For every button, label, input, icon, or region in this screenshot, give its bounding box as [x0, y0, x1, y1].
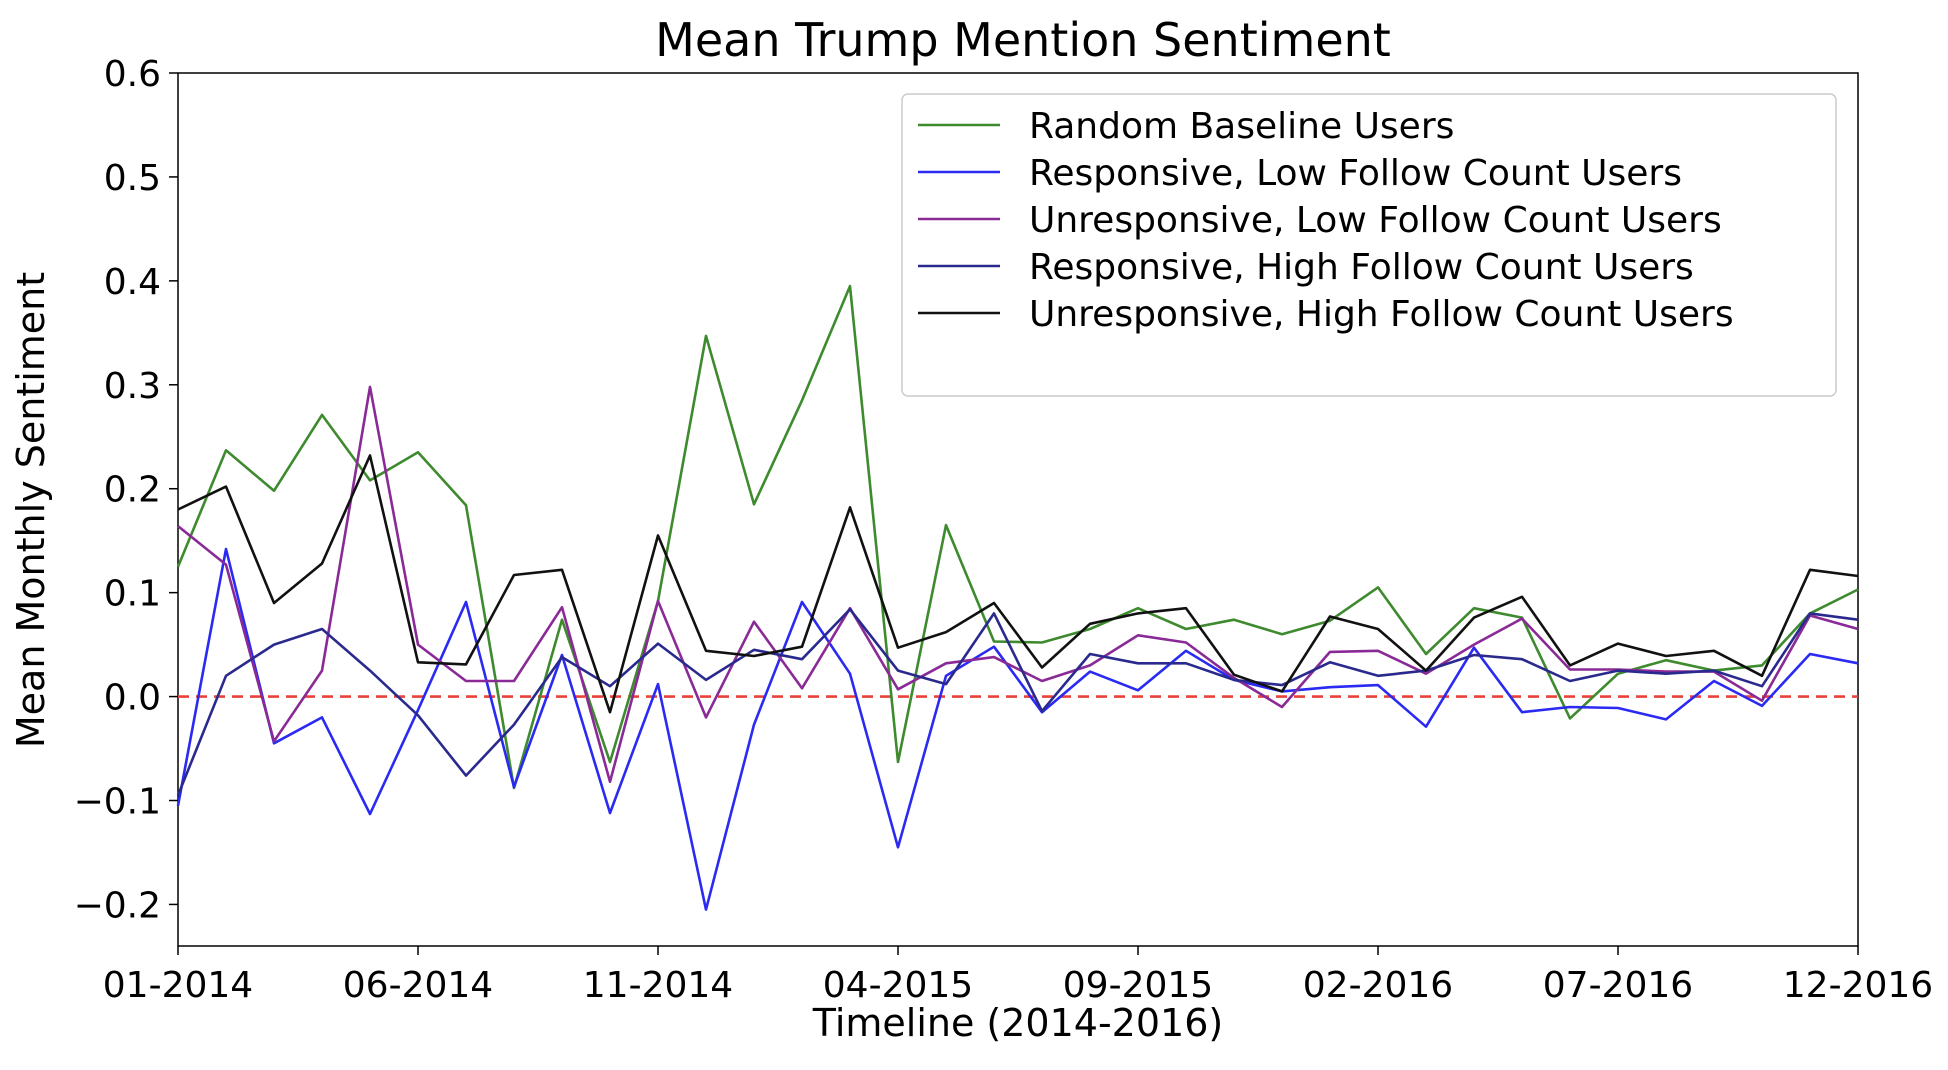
y-tick-label: 0.5: [104, 158, 161, 199]
series-line-responsive-high-follow-count-users: [176, 607, 1859, 796]
y-axis-label: Mean Monthly Sentiment: [9, 272, 53, 748]
y-tick-label: 0.4: [104, 262, 161, 303]
legend-label: Unresponsive, Low Follow Count Users: [1029, 200, 1722, 241]
chart-title: Mean Trump Mention Sentiment: [655, 13, 1391, 67]
y-tick-label: −0.1: [74, 782, 161, 823]
legend-label: Unresponsive, High Follow Count Users: [1029, 294, 1734, 335]
y-tick-label: 0.2: [104, 470, 161, 511]
y-tick-label: 0.1: [104, 574, 161, 615]
legend-label: Responsive, High Follow Count Users: [1029, 247, 1694, 288]
series-line-responsive-low-follow-count-users: [176, 547, 1859, 911]
y-tick-label: −0.2: [74, 885, 161, 926]
y-tick-label: 0.0: [104, 678, 161, 719]
legend-items: Random Baseline Users Responsive, Low Fol…: [918, 106, 1734, 335]
series-line-unresponsive-high-follow-count-users: [177, 454, 1859, 714]
x-tick-label: 06-2014: [343, 965, 493, 1006]
legend-box: [901, 93, 1837, 397]
x-tick-label: 07-2016: [1543, 965, 1693, 1006]
legend-label: Random Baseline Users: [1029, 106, 1454, 147]
plot-area: [176, 72, 1859, 947]
legend-label: Responsive, Low Follow Count Users: [1029, 153, 1682, 194]
series-layer: [176, 284, 1859, 911]
x-tick-label: 04-2015: [823, 965, 973, 1006]
y-tick-label: 0.3: [104, 366, 161, 407]
x-axis-ticks: 01-2014 06-2014 11-2014 04-2015 09-2015 02-20…: [103, 946, 1933, 1006]
x-tick-label: 02-2016: [1303, 965, 1453, 1006]
y-tick-label: 0.6: [104, 54, 161, 95]
x-tick-label: 01-2014: [103, 965, 253, 1006]
legend: Random Baseline Users Responsive, Low Fol…: [901, 93, 1837, 397]
x-tick-label: 11-2014: [583, 965, 733, 1006]
x-tick-label: 09-2015: [1063, 965, 1213, 1006]
y-axis-ticks: −0.2 −0.1 0.0 0.1 0.2 0.3 0.4 0.5 0.6: [74, 54, 178, 926]
x-tick-label: 12-2016: [1783, 965, 1933, 1006]
series-line-random-baseline-users: [176, 284, 1859, 790]
series-line-unresponsive-low-follow-count-users: [177, 385, 1859, 784]
x-axis-label: Timeline (2014-2016): [812, 1001, 1223, 1045]
